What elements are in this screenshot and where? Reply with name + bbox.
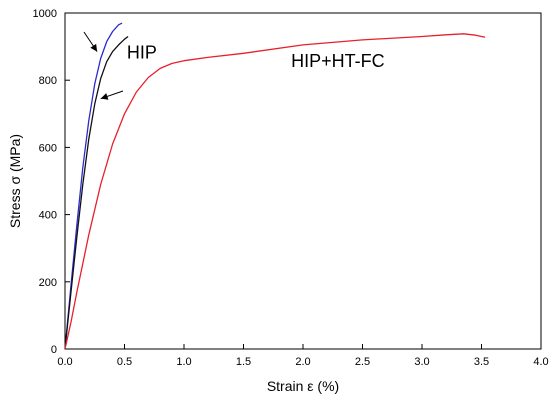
y-axis-label: Stress σ (MPa)	[7, 134, 23, 228]
x-tick-label-5: 2.5	[355, 356, 370, 368]
y-tick-label-1: 200	[39, 277, 57, 289]
x-tick-label-4: 2.0	[295, 356, 310, 368]
x-tick-label-7: 3.5	[474, 356, 489, 368]
x-tick-label-6: 3.0	[414, 356, 429, 368]
series-line-hip-ht-wc	[64, 22, 123, 350]
y-tick-label-5: 1000	[33, 8, 57, 20]
annotation-hip: HIP	[127, 42, 157, 62]
x-tick-label-2: 1.0	[176, 356, 191, 368]
plot-area: 0.0 0.5 1.0 1.5 2.0 2.5 3.0 3.5 4.0 0 200 400 600 800…	[33, 0, 549, 368]
x-tick-label-1: 0.5	[117, 356, 132, 368]
x-axis-label: Strain ε (%)	[267, 378, 339, 394]
series-line-hip-ht-fc	[64, 33, 486, 350]
x-tick-label-0: 0.0	[57, 356, 72, 368]
annotation-hip-ht-fc: HIP+HT-FC	[291, 51, 385, 71]
y-tick-label-3: 600	[39, 142, 57, 154]
y-tick-label-2: 400	[39, 210, 57, 222]
annotation-arrowhead-hip	[100, 93, 109, 100]
y-tick-label-0: 0	[51, 344, 57, 356]
x-tick-label-3: 1.5	[236, 356, 251, 368]
series-line-hip	[64, 35, 129, 350]
annotation-arrowhead-hip-ht-wc	[90, 43, 98, 52]
x-tick-label-8: 4.0	[533, 356, 548, 368]
y-tick-label-4: 800	[39, 75, 57, 87]
